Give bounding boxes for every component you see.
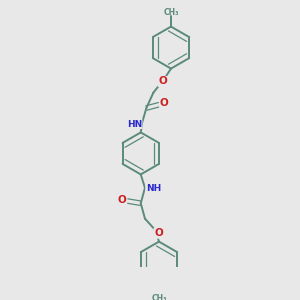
Text: O: O: [160, 98, 168, 108]
Text: NH: NH: [146, 184, 161, 193]
Text: O: O: [118, 195, 127, 205]
Text: O: O: [154, 228, 163, 238]
Text: CH₃: CH₃: [163, 8, 179, 17]
Text: O: O: [158, 76, 167, 86]
Text: HN: HN: [127, 119, 142, 128]
Text: CH₃: CH₃: [151, 294, 167, 300]
